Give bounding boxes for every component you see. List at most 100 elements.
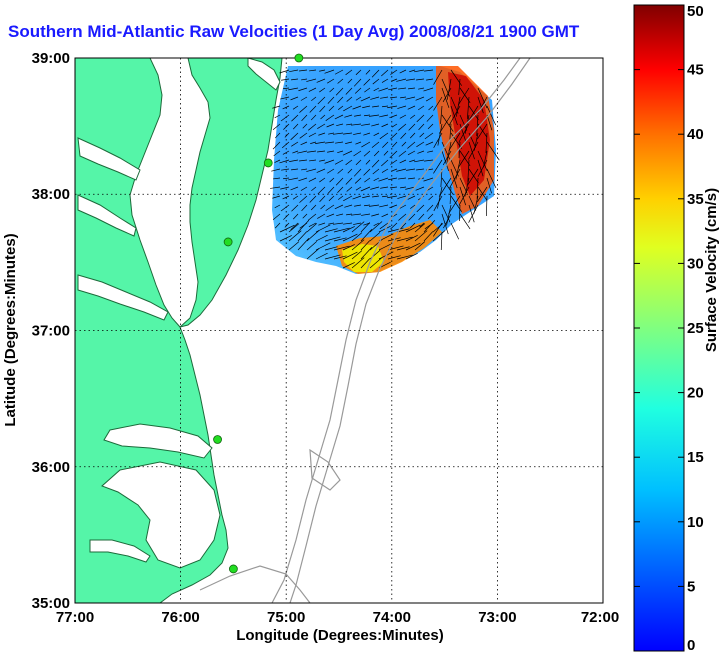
velocity-vector [346, 213, 353, 216]
velocity-vector [381, 213, 389, 218]
velocity-vector [414, 69, 425, 73]
velocity-vector [310, 114, 317, 121]
velocity-vector [442, 150, 452, 166]
bathy-contour-4 [199, 565, 311, 603]
velocity-vector [326, 213, 335, 218]
velocity-vector [459, 114, 468, 131]
velocity-vector [409, 132, 416, 139]
velocity-vector [361, 123, 371, 126]
velocity-vector [342, 244, 355, 251]
velocity-vector [486, 114, 493, 131]
stations [213, 53, 304, 574]
velocity-vector [346, 96, 353, 102]
velocity-vector [381, 123, 389, 128]
velocity-vector [310, 141, 317, 144]
velocity-vector [335, 141, 344, 144]
velocity-vector [325, 204, 335, 211]
velocity-vector [424, 159, 434, 162]
x-tick-label: 75:00 [267, 609, 305, 626]
velocity-vector [334, 159, 344, 165]
velocity-vector [306, 78, 317, 82]
velocity-vector [280, 204, 290, 212]
velocity-vector [477, 150, 488, 172]
velocity-vector [381, 168, 389, 173]
velocity-vector [425, 141, 434, 146]
velocity-vector [363, 132, 371, 136]
velocity-vector [426, 204, 434, 212]
velocity-vector [410, 204, 416, 209]
velocity-vector [300, 96, 308, 101]
velocity-vector [327, 78, 335, 84]
velocity-vector [302, 213, 308, 219]
velocity-vector [408, 87, 416, 90]
velocity-vector [396, 228, 410, 233]
velocity-vector [458, 78, 461, 95]
pamlico-sound [101, 461, 221, 569]
velocity-vector [390, 222, 398, 230]
velocity-vector [355, 186, 362, 191]
velocity-vector [407, 105, 416, 110]
velocity-vector [438, 177, 452, 197]
velocity-vector [351, 239, 365, 251]
velocity-vector [292, 150, 299, 154]
velocity-vector [309, 159, 317, 162]
velocity-vector [342, 262, 355, 269]
velocity-vector [291, 114, 299, 122]
velocity-vector [317, 150, 326, 153]
potomac-river [77, 137, 141, 181]
velocity-vector [360, 258, 371, 269]
velocity-vector [426, 78, 434, 81]
velocity-vector [329, 177, 335, 183]
velocity-vector [274, 204, 281, 209]
velocity-vector [458, 141, 461, 158]
velocity-vector [333, 255, 347, 260]
velocity-vector [288, 87, 299, 91]
velocity-vector [355, 96, 362, 101]
velocity-vector [354, 204, 362, 207]
velocity-vector [423, 87, 434, 92]
velocity-vector [468, 132, 476, 148]
velocity-vector [414, 159, 425, 163]
velocity-vector [380, 96, 389, 99]
velocity-vector [378, 243, 391, 251]
velocity-vector [362, 105, 371, 109]
velocity-vector [325, 114, 335, 121]
velocity-vector [335, 87, 344, 96]
velocity-vector [309, 195, 317, 203]
velocity-vector [467, 168, 479, 186]
albemarle-sound [103, 423, 213, 459]
velocity-vector [468, 141, 475, 160]
velocity-vector [333, 245, 350, 251]
velocity-vector [457, 150, 470, 169]
velocity-vector [372, 168, 380, 175]
velocity-vector [354, 114, 362, 117]
velocity-vector [308, 177, 317, 182]
y-tick-label: 37:00 [32, 323, 70, 340]
velocity-vector [416, 141, 425, 148]
velocity-vector [311, 186, 317, 192]
velocity-vector [373, 222, 380, 227]
velocity-vector [327, 96, 335, 104]
velocity-vector [360, 247, 373, 260]
velocity-vector [299, 69, 308, 72]
bathy-contour-3 [309, 448, 341, 491]
velocity-vector [399, 114, 407, 119]
velocity-vector [316, 168, 326, 173]
colorbar-tick-label: 15 [687, 449, 704, 466]
velocity-vector [400, 132, 407, 140]
velocity-vector [446, 78, 452, 100]
station-marker [228, 564, 238, 574]
velocity-vector [343, 105, 353, 112]
velocity-vector [433, 69, 443, 85]
velocity-vector [300, 186, 308, 191]
velocity-vector [378, 177, 389, 182]
y-axis: 39:00 38:00 37:00 36:00 35:00 Latitude (… [2, 50, 70, 612]
velocity-vector [409, 69, 416, 73]
velocity-vector [369, 257, 383, 269]
velocity-vector [291, 141, 299, 147]
velocity-vector [342, 150, 353, 156]
velocity-vector [328, 222, 335, 225]
velocity-vector [292, 213, 299, 220]
colorbar-tick-label: 30 [687, 255, 704, 272]
